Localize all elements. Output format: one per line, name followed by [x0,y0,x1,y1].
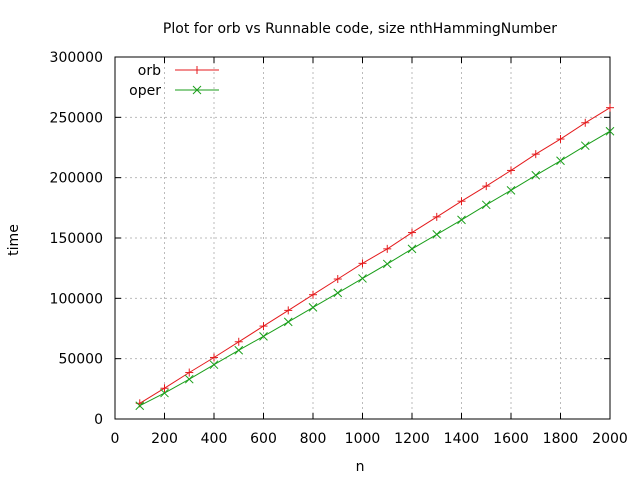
series-line-orb [139,107,611,404]
y-tick-label: 50000 [58,352,103,368]
series-lines [135,103,615,411]
x-tick-label: 1400 [444,431,480,447]
x-ticks: 0 200 400 600 800 1000 1200 1400 1600 1800 2000 [111,57,628,447]
data-point-orb [185,368,194,377]
data-point-oper [457,215,466,225]
x-axis-label: n [356,459,365,475]
data-point-orb [457,197,466,206]
data-point-orb [408,228,416,237]
chart-title: Plot for orb vs Runnable code, size nthH… [163,21,557,37]
y-axis-label: time [6,224,22,256]
data-point-oper [481,200,491,210]
data-point-orb [358,259,367,268]
data-point-orb [606,103,614,112]
data-point-oper [358,274,367,283]
data-point-oper [506,185,516,195]
x-tick-label: 400 [201,431,228,447]
data-point-oper [382,259,392,269]
x-tick-label: 1600 [493,431,529,447]
y-tick-label: 250000 [50,110,103,126]
data-point-oper [160,388,169,398]
data-point-oper [407,244,417,254]
legend-label-oper: oper [129,83,161,99]
data-point-orb [210,353,218,362]
x-tick-label: 800 [300,431,327,447]
data-point-orb [432,212,441,221]
data-point-orb [507,166,515,175]
x-tick-label: 200 [151,431,178,447]
legend-marker-orb [193,66,201,74]
data-point-orb [259,322,268,331]
data-point-oper [259,331,268,341]
data-point-oper [209,360,219,370]
legend: orb oper [129,63,219,99]
data-point-oper [580,141,590,151]
data-point-orb [309,290,317,299]
data-point-orb [284,306,293,315]
x-tick-label: 1000 [345,431,381,447]
y-tick-label: 300000 [50,50,103,66]
data-point-oper [283,317,293,327]
data-point-orb [160,384,169,393]
data-point-orb [333,275,342,284]
y-tick-label: 100000 [50,291,103,307]
x-tick-label: 1200 [394,431,430,447]
y-tick-label: 200000 [50,171,103,187]
data-point-oper [308,303,318,312]
y-ticks: 0 50000 100000 150000 200000 250000 300000 [50,50,610,428]
data-point-orb [234,337,243,346]
data-point-oper [184,374,194,384]
data-point-orb [581,118,590,127]
grid-lines [115,57,610,419]
x-tick-label: 600 [250,431,277,447]
data-point-orb [556,135,565,144]
legend-marker-oper [192,85,202,95]
data-point-oper [556,156,565,166]
data-point-oper [432,230,442,239]
x-tick-label: 1800 [543,431,579,447]
x-tick-label: 2000 [592,431,628,447]
data-point-orb [482,182,491,191]
data-point-oper [333,288,343,298]
data-point-oper [605,126,615,136]
data-point-orb [383,244,392,253]
legend-label-orb: orb [138,63,161,79]
y-tick-label: 0 [94,412,103,428]
data-point-orb [531,150,540,159]
y-tick-label: 150000 [50,231,103,247]
x-tick-label: 0 [111,431,120,447]
data-point-oper [531,170,541,180]
data-point-oper [234,345,244,355]
series-line-oper [139,130,611,407]
data-point-oper [135,401,145,411]
